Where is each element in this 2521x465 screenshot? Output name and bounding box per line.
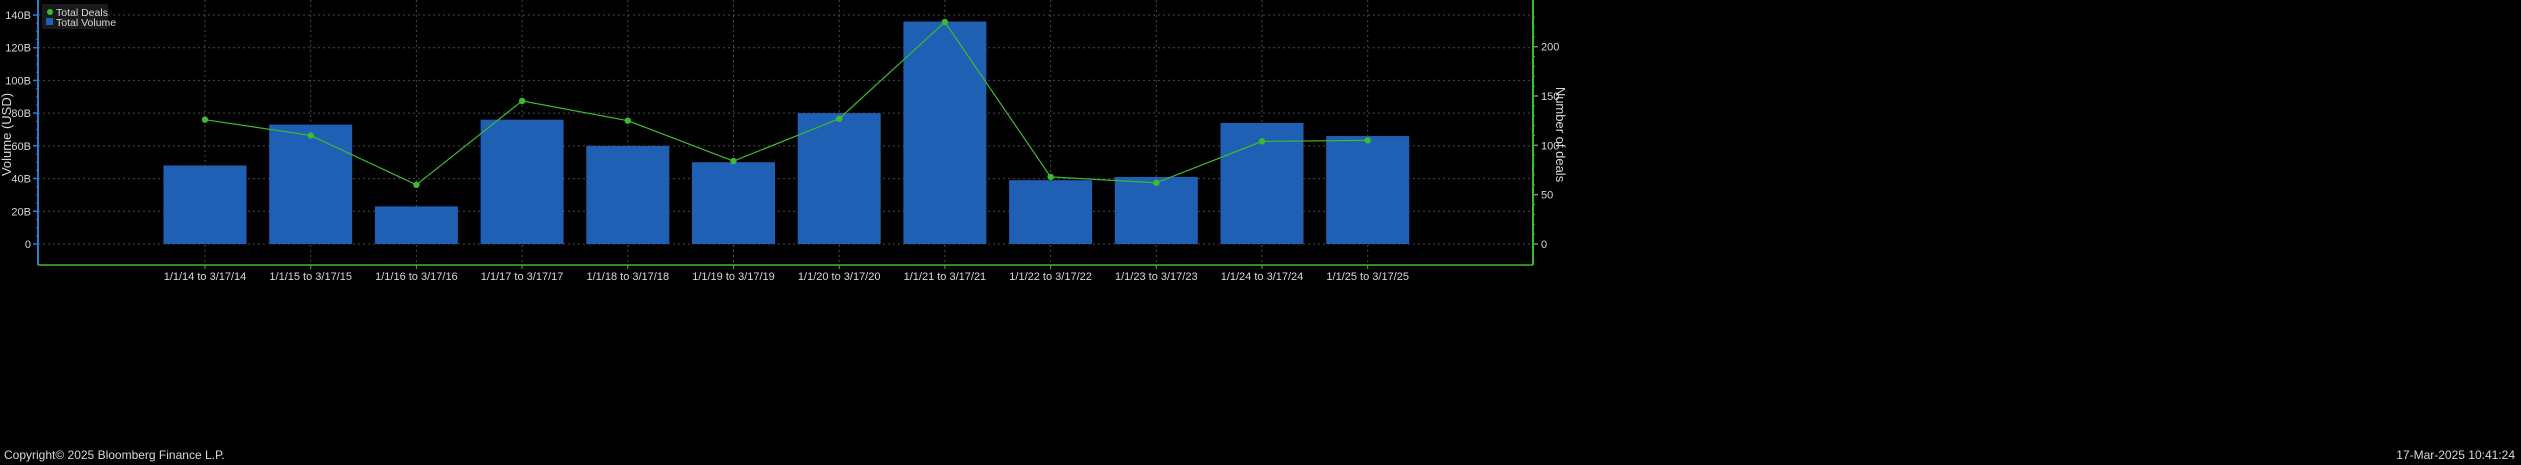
x-axis-tick-label: 1/1/14 to 3/17/14 <box>164 271 247 283</box>
deals-point <box>1047 173 1054 181</box>
tick-labels: 0 20B 40B 60B 80B 100B 120B 140B 0 50 100 150 200 1/1… <box>0 10 1568 283</box>
left-axis-tick-label: 20B <box>11 206 31 218</box>
deals-polyline <box>204 21 1368 186</box>
left-axis-tick-label: 100B <box>5 75 31 87</box>
x-axis-tick-label: 1/1/16 to 3/17/16 <box>375 271 458 283</box>
left-axis-tick-label: 40B <box>11 174 31 186</box>
volume-bar <box>692 162 775 244</box>
volume-bar <box>374 206 458 244</box>
x-axis-tick-label: 1/1/18 to 3/17/18 <box>587 271 670 283</box>
deals-point <box>307 132 314 139</box>
right-axis-tick-label: 50 <box>1541 190 1553 202</box>
x-axis-tick-label: 1/1/23 to 3/17/23 <box>1115 271 1198 283</box>
x-axis-tick-label: 1/1/20 to 3/17/20 <box>798 271 881 283</box>
deals-point <box>836 115 843 122</box>
right-axis-tick-label: 100 <box>1541 140 1559 152</box>
volume-bar <box>797 113 881 245</box>
deals-point <box>1258 138 1266 145</box>
volume-bar <box>480 119 564 244</box>
left-axis-tick-label: 60B <box>11 141 31 153</box>
right-axis-tick-label: 0 <box>1541 239 1547 251</box>
left-axis-tick-label: 80B <box>11 108 31 120</box>
y2-axis-title: Number of deals <box>1553 87 1568 183</box>
right-axis-tick-label: 200 <box>1541 42 1559 54</box>
x-axis-tick-label: 1/1/21 to 3/17/21 <box>904 271 987 283</box>
volume-bar <box>1114 176 1198 244</box>
deals-point <box>730 157 737 165</box>
deals-point <box>201 116 209 123</box>
volume-bar <box>1009 180 1093 244</box>
timestamp-text: 17-Mar-2025 10:41:24 <box>2396 448 2515 462</box>
deals-point <box>941 18 949 26</box>
right-axis-tick-label: 150 <box>1541 91 1559 103</box>
volume-bar <box>903 21 987 244</box>
deals-point <box>413 181 420 188</box>
deals-point <box>1364 137 1371 144</box>
legend-deals-marker <box>47 9 53 15</box>
legend-deals-label: Total Deals <box>56 7 108 19</box>
x-axis-tick-label: 1/1/25 to 3/17/25 <box>1326 271 1409 283</box>
volume-bar <box>586 145 670 244</box>
y-axis-title: Volume (USD) <box>0 93 14 176</box>
volume-bars <box>163 21 1410 245</box>
deals-line <box>201 18 1371 188</box>
x-axis-tick-label: 1/1/19 to 3/17/19 <box>692 271 775 283</box>
volume-bar <box>163 165 247 244</box>
volume-bar <box>1326 136 1410 244</box>
left-axis-tick-label: 120B <box>5 43 31 55</box>
left-axis-tick-label: 140B <box>5 10 31 22</box>
legend-volume-marker <box>46 18 53 25</box>
gridlines <box>38 0 1533 265</box>
x-axis-tick-label: 1/1/24 to 3/17/24 <box>1221 271 1304 283</box>
legend-volume-label: Total Volume <box>56 17 116 29</box>
left-axis-tick-label: 0 <box>25 239 31 251</box>
volume-bar <box>269 124 353 244</box>
deals-point <box>1153 179 1160 187</box>
x-axis-tick-label: 1/1/22 to 3/17/22 <box>1009 271 1092 283</box>
copyright-text: Copyright© 2025 Bloomberg Finance L.P. <box>4 448 225 462</box>
x-axis-tick-label: 1/1/15 to 3/17/15 <box>269 271 352 283</box>
deals-point <box>624 117 631 124</box>
axes <box>33 0 1538 269</box>
deals-point <box>518 97 526 105</box>
x-axis-tick-label: 1/1/17 to 3/17/17 <box>481 271 564 283</box>
